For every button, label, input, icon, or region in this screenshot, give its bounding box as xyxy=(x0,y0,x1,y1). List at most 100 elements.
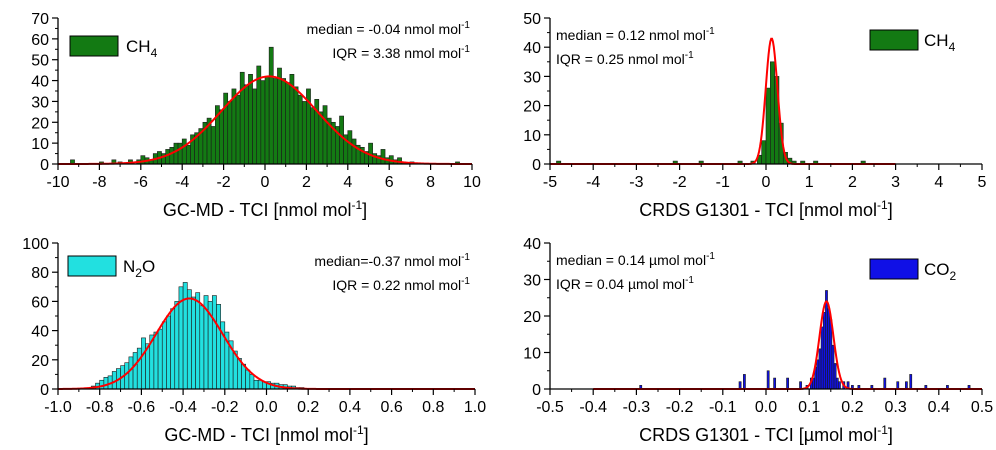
histogram-bar xyxy=(770,61,775,165)
histogram-bar xyxy=(257,379,263,390)
histogram-bar xyxy=(297,94,303,165)
histogram-bar xyxy=(277,67,282,165)
x-axis-label: GC-MD - TCI [nmol mol-1] xyxy=(164,423,368,445)
legend: CH4 xyxy=(69,35,158,60)
x-tick-label: -3 xyxy=(629,174,643,191)
legend: N2O xyxy=(67,255,155,280)
legend: CH4 xyxy=(869,29,956,54)
x-tick-label: -4 xyxy=(586,174,600,191)
x-tick-label: -0.5 xyxy=(536,399,564,416)
histogram-bar xyxy=(244,84,249,165)
x-tick-label: -2 xyxy=(672,174,686,191)
legend-label: CH4 xyxy=(126,37,158,60)
legend-label: N2O xyxy=(123,257,155,280)
y-tick-label: 30 xyxy=(523,273,541,290)
histogram-bar xyxy=(264,76,270,165)
histogram-bar xyxy=(820,326,824,390)
x-tick-label: -0.1 xyxy=(709,399,737,416)
histogram-bar xyxy=(765,87,771,165)
histogram-bar xyxy=(838,381,841,390)
histogram-bar xyxy=(829,319,833,390)
gaussian-fit-line xyxy=(593,300,982,390)
histogram-bar xyxy=(191,296,196,390)
legend: CO2 xyxy=(869,258,957,283)
x-tick-label: 2 xyxy=(848,174,857,191)
y-tick-label: 10 xyxy=(31,136,49,153)
panel-n2o-gcmd: -1.0 -0.8 -0.6 -0.4 -0.2 0.0 0.2 0.4 0.6 0.8 1.0 0 2… xyxy=(22,236,486,445)
histogram-bar xyxy=(216,304,221,390)
x-tick-label: 0.4 xyxy=(339,399,361,416)
x-tick-label: -10 xyxy=(46,174,69,191)
histogram-bars xyxy=(639,290,971,390)
y-tick-label: 60 xyxy=(31,294,49,311)
histogram-bars xyxy=(556,61,866,165)
x-tick-label: -0.2 xyxy=(211,399,239,416)
histogram-bar xyxy=(199,305,205,390)
gaussian-fit-line xyxy=(57,75,472,165)
iqr-annotation: IQR = 0.22 nmol mol-1 xyxy=(332,276,470,293)
legend-swatch xyxy=(869,29,919,51)
x-axis-label-text: GC-MD - TCI [nmol mol xyxy=(164,425,353,445)
histogram-bar xyxy=(896,381,900,390)
legend-swatch xyxy=(69,35,119,57)
histogram-bar xyxy=(831,344,835,390)
histogram-bar xyxy=(239,71,245,165)
x-tick-label: -5 xyxy=(543,174,557,191)
iqr-annotation: IQR = 0.25 nmol mol-1 xyxy=(556,50,694,67)
legend-swatch xyxy=(869,258,919,280)
y-tick-label: 50 xyxy=(31,53,49,70)
x-tick-label: 0.6 xyxy=(380,399,402,416)
x-tick-label: 1 xyxy=(805,174,814,191)
y-tick-label: 40 xyxy=(523,236,541,253)
histogram-bar xyxy=(380,149,386,165)
histogram-bar xyxy=(252,88,258,165)
x-tick-label: 5 xyxy=(978,174,987,191)
histogram-bar xyxy=(818,348,822,390)
histogram-bar xyxy=(161,321,167,390)
x-tick-label: 0.1 xyxy=(798,399,820,416)
histogram-bar xyxy=(909,374,913,390)
median-annotation: median = 0.14 µmol mol-1 xyxy=(556,251,715,268)
x-axis-label-end: ] xyxy=(888,425,893,445)
x-axis-label-text: CRDS G1301 - TCI [nmol mol xyxy=(639,200,877,220)
histogram-bar xyxy=(186,144,191,165)
histogram-bar xyxy=(186,289,192,390)
histogram-bar xyxy=(140,155,146,165)
histogram-bar xyxy=(169,147,175,165)
y-tick-label: 0 xyxy=(40,382,49,399)
panel-co2-crds: -0.5 -0.4 -0.3 -0.2 -0.1 0.0 0.1 0.2 0.3 0.4 0.5 0 1… xyxy=(523,236,993,445)
y-tick-label: 80 xyxy=(31,265,49,282)
histogram-bar xyxy=(285,82,291,165)
x-tick-label: -0.6 xyxy=(128,399,156,416)
x-tick-label: 10 xyxy=(463,174,481,191)
x-tick-label: 0.3 xyxy=(884,399,906,416)
histogram-bar xyxy=(268,46,274,165)
histogram-bar xyxy=(248,74,253,165)
histogram-bar xyxy=(293,86,299,165)
histogram-bar xyxy=(822,312,826,390)
histogram-bar xyxy=(170,308,176,390)
x-tick-label: -8 xyxy=(92,174,106,191)
histogram-bar xyxy=(825,290,828,390)
x-axis-label-end: ] xyxy=(362,200,367,220)
histogram-bar xyxy=(347,130,353,165)
x-tick-label: 0 xyxy=(762,174,771,191)
histogram-bar xyxy=(738,381,742,390)
x-axis-label-sup: -1 xyxy=(877,198,888,212)
x-tick-label: 0 xyxy=(261,174,270,191)
x-tick-label: 0.2 xyxy=(841,399,863,416)
legend-label: CO2 xyxy=(924,260,957,283)
histogram-bar xyxy=(281,78,286,165)
x-tick-label: 0.8 xyxy=(422,399,444,416)
histogram-bar xyxy=(339,115,344,165)
y-tick-label: 60 xyxy=(31,32,49,49)
x-tick-label: -2 xyxy=(216,174,230,191)
histogram-bar xyxy=(153,331,159,390)
histogram-bar xyxy=(310,107,315,165)
histogram-bar xyxy=(227,101,233,165)
histogram-bar xyxy=(245,369,251,390)
x-tick-label: -0.4 xyxy=(579,399,607,416)
histogram-bar xyxy=(165,149,171,165)
histogram-bar xyxy=(181,138,187,165)
